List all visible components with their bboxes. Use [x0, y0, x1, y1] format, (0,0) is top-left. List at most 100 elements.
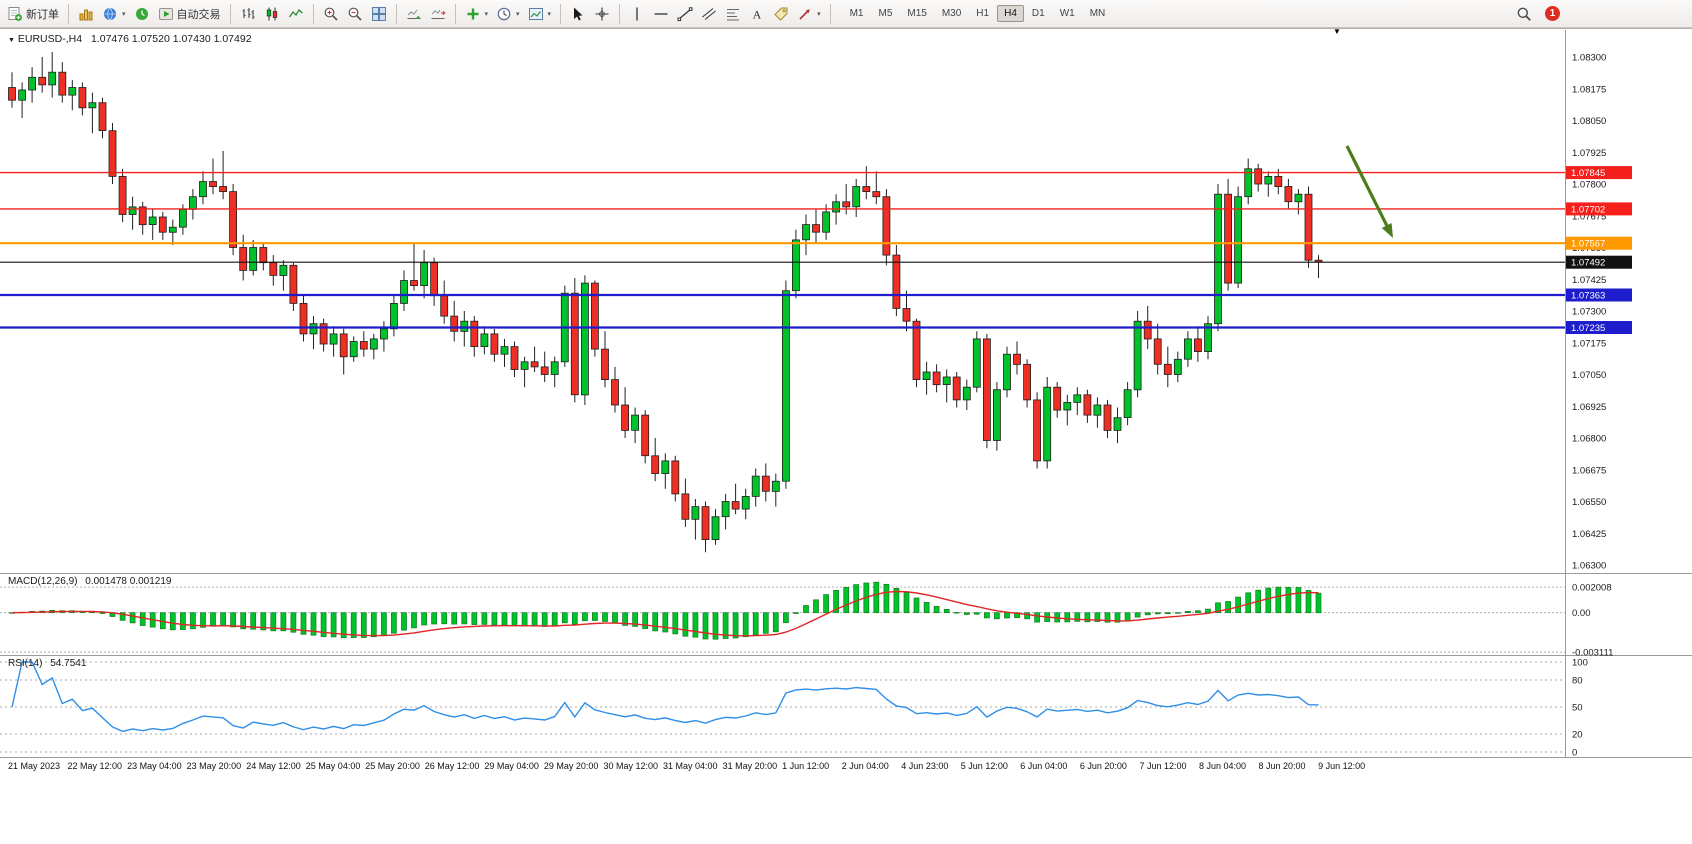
vertical-line-tool-button[interactable]: [626, 4, 648, 24]
toolbar-separator: [560, 3, 562, 24]
timeframe-button-m15[interactable]: M15: [907, 8, 927, 19]
new-order-label: 新订单: [26, 8, 59, 21]
timeframe-button-m5[interactable]: M5: [878, 8, 893, 19]
search-icon: [1517, 7, 1531, 21]
arrow-tools-icon: [799, 8, 810, 20]
timeframe-button-h4[interactable]: H4: [997, 5, 1024, 22]
price-axis[interactable]: [1565, 30, 1692, 757]
channel-icon: [702, 7, 716, 20]
svg-text:24 May 12:00: 24 May 12:00: [246, 761, 301, 771]
timeframe-button-h1[interactable]: H1: [976, 8, 990, 19]
dropdown-arrow-icon: ▾: [484, 10, 489, 18]
symbol-period-label: EURUSD-,H4: [17, 33, 83, 45]
svg-text:1.07675: 1.07675: [1572, 211, 1606, 222]
horizontal-line-tool-button[interactable]: [650, 4, 672, 24]
svg-text:23 May 20:00: 23 May 20:00: [187, 761, 242, 771]
time-axis-labels: 21 May 2023 22 May 12:00 23 May 04:00 23 Ma…: [8, 761, 1365, 771]
svg-text:1.06925: 1.06925: [1572, 402, 1606, 413]
tile-windows-icon: [371, 6, 386, 21]
macd-label: MACD(12,26,9) 0.001478 0.001219: [8, 576, 171, 587]
svg-text:-0.003111: -0.003111: [1572, 648, 1613, 659]
timeframe-button-w1[interactable]: W1: [1059, 8, 1075, 19]
svg-text:1.07363: 1.07363: [1571, 290, 1605, 301]
chart-title: ▼ EURUSD-,H4 1.07476 1.07520 1.07430 1.0…: [8, 33, 252, 45]
chart-shift-icon: [431, 9, 446, 19]
add-indicator-icon: [467, 8, 479, 19]
timeframe-button-mn[interactable]: MN: [1089, 8, 1106, 19]
line-chart-type-button[interactable]: [285, 4, 307, 24]
horizontal-line-icon: [654, 12, 668, 15]
chart-shift-button[interactable]: [427, 4, 449, 24]
alerts-button[interactable]: [131, 4, 153, 24]
timeframes-menu-button[interactable]: ▾: [493, 4, 523, 24]
notification-badge[interactable]: 1: [1545, 6, 1560, 21]
tile-windows-button[interactable]: [368, 4, 390, 24]
timeframe-group: M1 M5 M15 M30 H1 H4 D1 W1 MN: [843, 5, 1113, 22]
toolbar-separator: [829, 3, 831, 24]
rsi-name: RSI(14): [8, 658, 43, 669]
community-icon: [104, 7, 116, 20]
bar-chart-type-button[interactable]: [237, 4, 259, 24]
chart-scroll-marker-icon[interactable]: ▼: [1333, 27, 1341, 36]
svg-text:21 May 2023: 21 May 2023: [8, 761, 60, 771]
toolbar-separator: [619, 3, 621, 24]
candlestick-chart-type-button[interactable]: [261, 4, 283, 24]
clock-badge-icon: [135, 7, 148, 20]
macd-name: MACD(12,26,9): [8, 576, 78, 587]
svg-text:1 Jun 12:00: 1 Jun 12:00: [782, 761, 829, 771]
cursor-button[interactable]: [567, 4, 589, 24]
label-tag-icon: [774, 7, 788, 21]
toolbar-separator: [312, 3, 314, 24]
timeframe-button-d1[interactable]: D1: [1031, 8, 1045, 19]
rsi-grid: 100 80 50 20 0: [0, 658, 1588, 759]
auto-trading-button[interactable]: 自动交易: [155, 4, 224, 24]
text-tool-icon: A: [753, 7, 762, 21]
price-axis-labels: 1.08300 1.08175 1.08050 1.07925 1.07800 1.076…: [1572, 53, 1606, 572]
dropdown-arrow-icon: ▾: [122, 10, 126, 18]
svg-text:1.06550: 1.06550: [1572, 497, 1606, 508]
dropdown-arrow-icon: ▾: [516, 10, 520, 18]
svg-text:1.06675: 1.06675: [1572, 465, 1606, 476]
svg-text:25 May 04:00: 25 May 04:00: [306, 761, 361, 771]
cursor-icon: [574, 7, 583, 20]
level-lines[interactable]: [0, 171, 1565, 329]
trendline-tool-button[interactable]: [674, 4, 696, 24]
text-tool-button[interactable]: A: [746, 4, 768, 24]
svg-text:8 Jun 04:00: 8 Jun 04:00: [1199, 761, 1246, 771]
market-watch-button[interactable]: [75, 4, 97, 24]
svg-text:1.07235: 1.07235: [1571, 323, 1605, 334]
svg-text:1.07425: 1.07425: [1572, 275, 1606, 286]
crosshair-button[interactable]: [591, 4, 613, 24]
rsi-label: RSI(14) 54.7541: [8, 658, 86, 669]
svg-text:0: 0: [1572, 748, 1577, 759]
zoom-out-button[interactable]: [344, 4, 366, 24]
timeframe-button-m30[interactable]: M30: [941, 8, 962, 19]
indicators-button[interactable]: ▾: [462, 4, 492, 24]
template-button[interactable]: ▾: [525, 4, 555, 24]
chart-canvas[interactable]: [0, 30, 1560, 757]
new-order-button[interactable]: 新订单: [4, 4, 62, 24]
svg-text:1.07492: 1.07492: [1571, 258, 1605, 269]
shapes-tool-button[interactable]: ▾: [794, 4, 824, 24]
timeframe-button-m1[interactable]: M1: [849, 8, 864, 19]
channel-tool-button[interactable]: [698, 4, 720, 24]
label-tool-button[interactable]: [770, 4, 792, 24]
crosshair-icon: [595, 7, 609, 20]
auto-scroll-button[interactable]: [403, 4, 425, 24]
svg-text:1.07300: 1.07300: [1572, 307, 1606, 318]
search-button[interactable]: [1513, 4, 1535, 24]
toolbar-separator: [229, 3, 231, 24]
zoom-in-button[interactable]: [320, 4, 342, 24]
toolbar-separator: [395, 3, 397, 24]
time-axis[interactable]: [0, 758, 1560, 776]
svg-text:7 Jun 12:00: 7 Jun 12:00: [1140, 761, 1187, 771]
svg-text:1.07175: 1.07175: [1572, 338, 1606, 349]
fibonacci-tool-button[interactable]: [722, 4, 744, 24]
fibonacci-icon: [727, 8, 740, 20]
line-chart-icon: [288, 8, 303, 17]
play-icon: [158, 7, 173, 20]
arrow-annotation[interactable]: [1345, 145, 1393, 238]
ohlc-bars-icon: [242, 7, 255, 19]
community-button[interactable]: ▾: [99, 4, 129, 24]
